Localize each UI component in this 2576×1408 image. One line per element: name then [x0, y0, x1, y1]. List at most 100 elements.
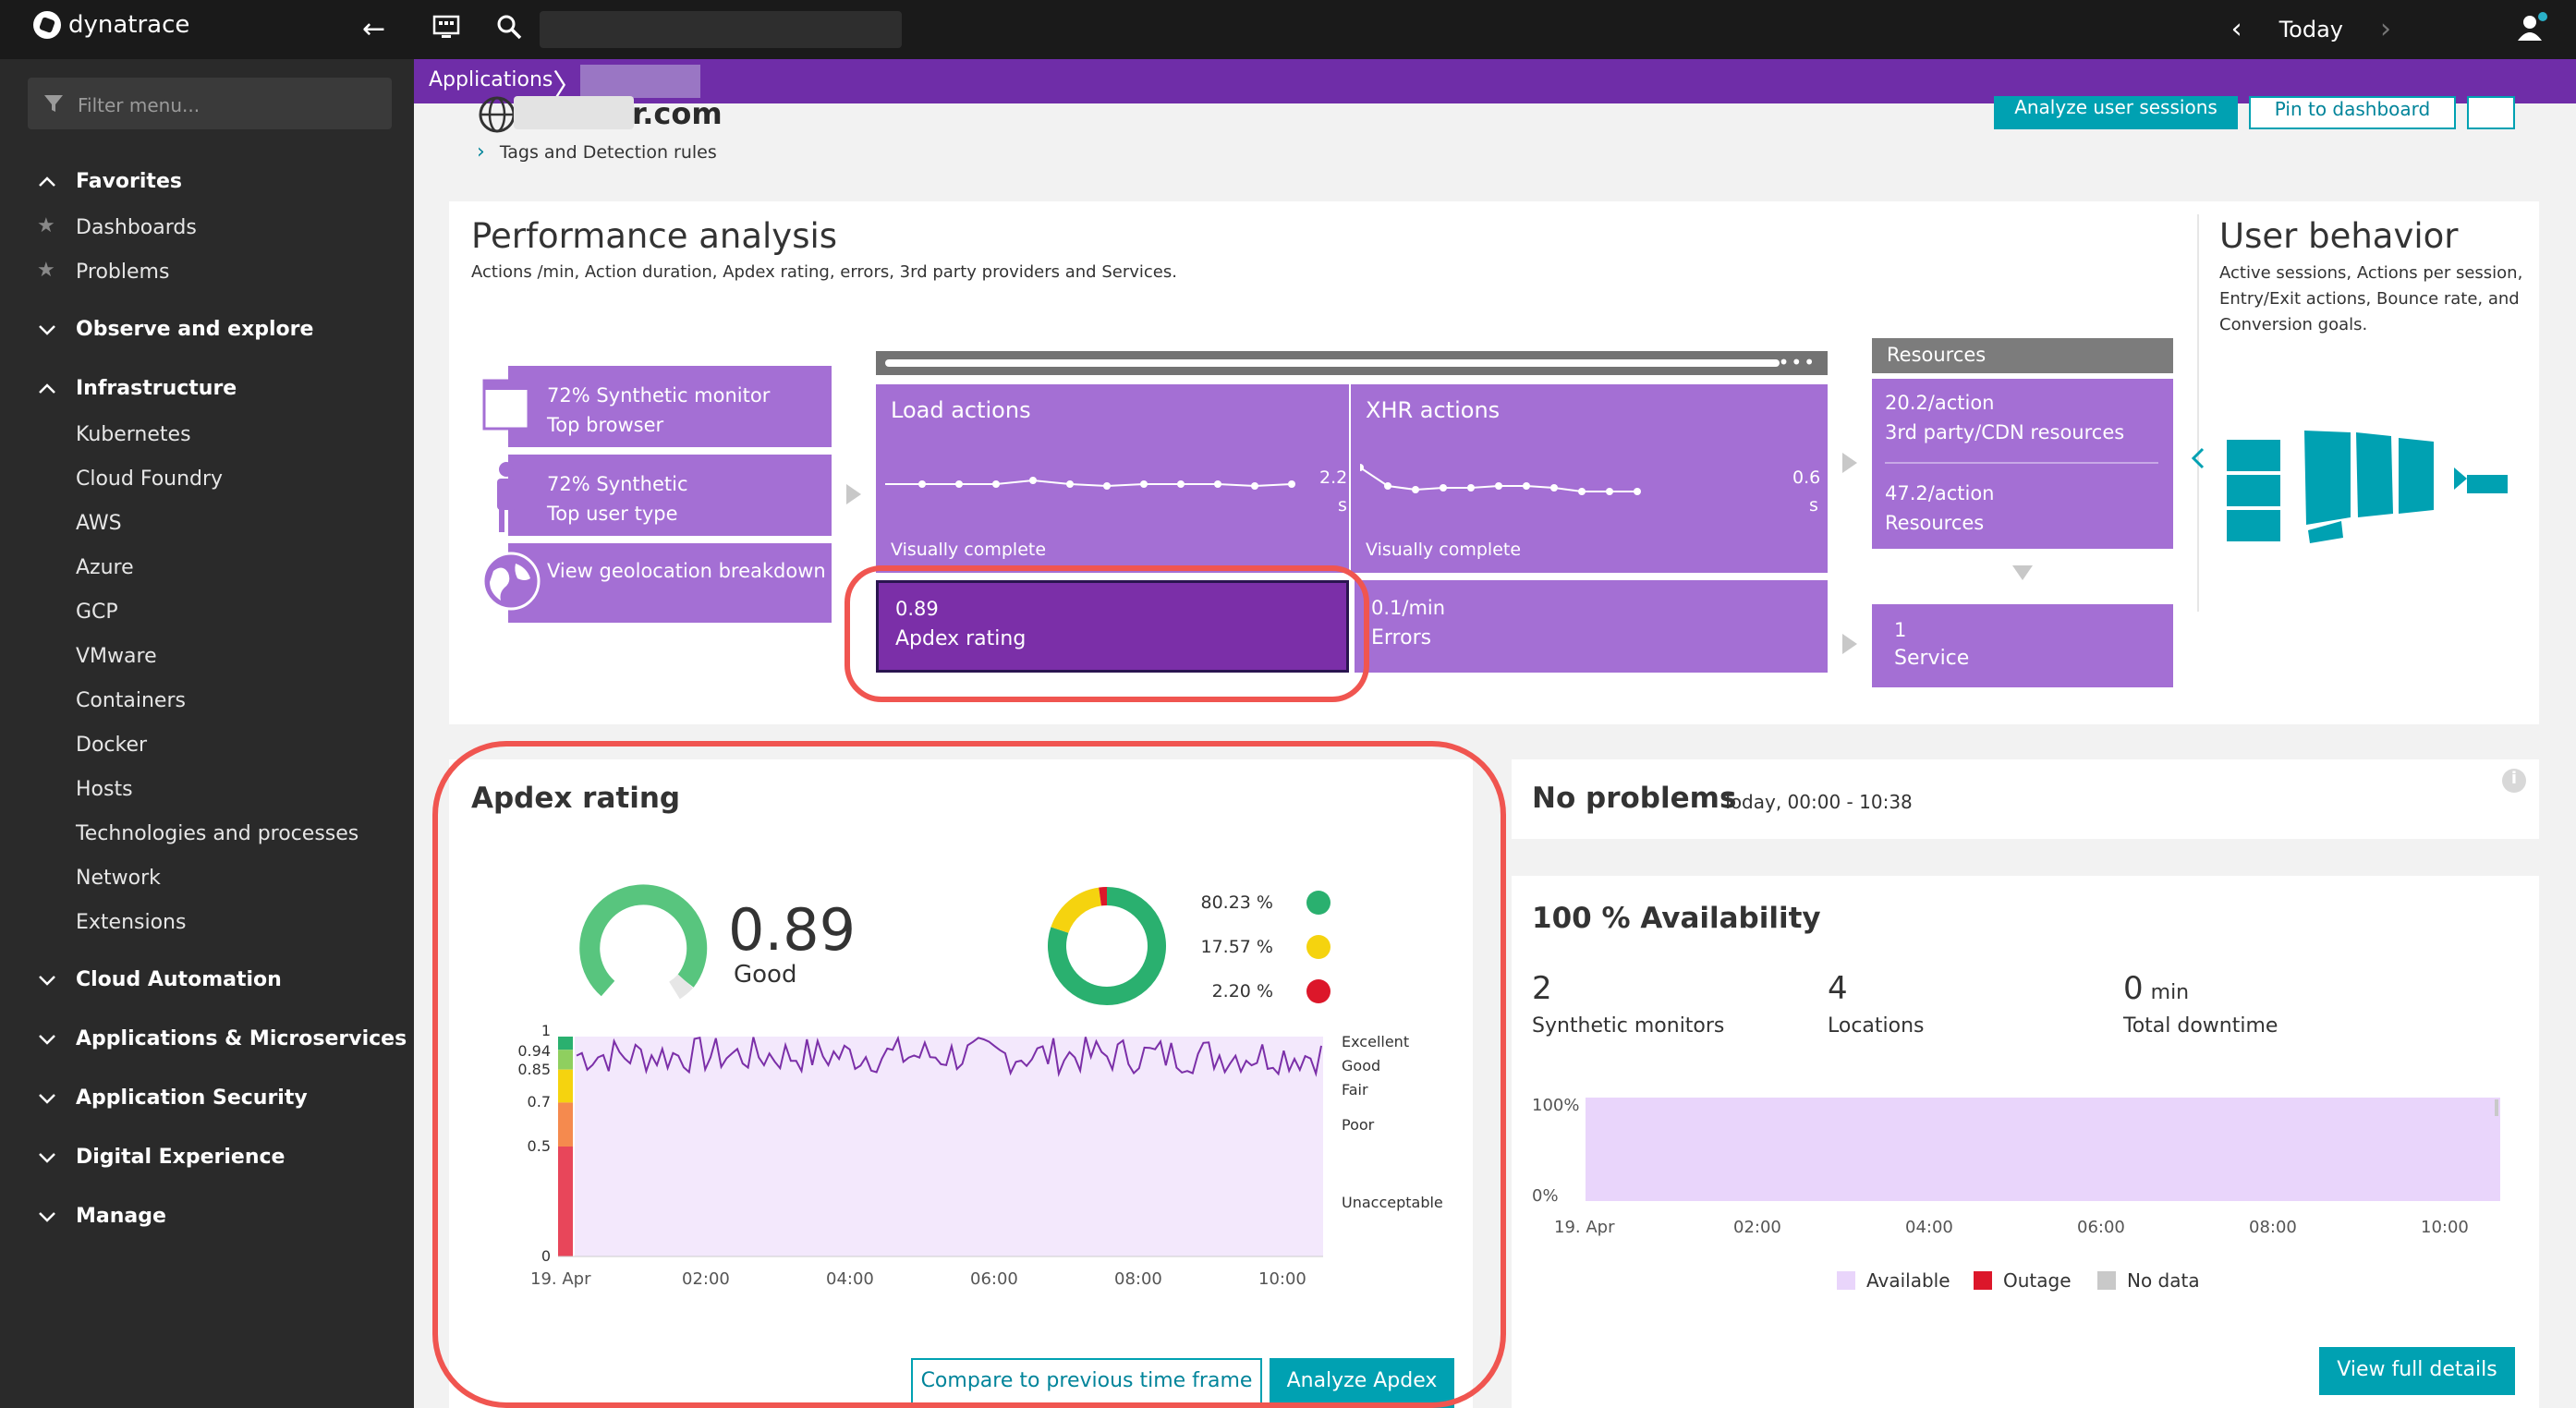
geolocation-tile[interactable]: View geolocation breakdown	[508, 543, 832, 623]
availability-stat-value: 0 min	[2123, 970, 2189, 1007]
sidebar-item-infrastructure[interactable]: Infrastructure	[76, 377, 237, 400]
third-party-value: 20.2/action	[1885, 392, 1995, 414]
sidebar-item-digital-experience[interactable]: Digital Experience	[76, 1146, 286, 1169]
sidebar-item-dashboards[interactable]: Dashboards	[76, 216, 197, 239]
sidebar-item-aws[interactable]: AWS	[76, 512, 122, 535]
sidebar-item-favorites[interactable]: Favorites	[76, 170, 182, 193]
synthetic-user-tile[interactable]: 72% Synthetic Top user type	[508, 455, 832, 536]
divider	[2197, 214, 2199, 612]
dynatrace-logo-icon	[33, 11, 61, 39]
sidebar-item-containers[interactable]: Containers	[76, 689, 186, 712]
browser-window-icon	[482, 379, 530, 431]
sidebar-item-kubernetes[interactable]: Kubernetes	[76, 423, 191, 446]
sidebar-item-cloud-automation[interactable]: Cloud Automation	[76, 968, 282, 991]
view-full-details-button[interactable]: View full details	[2319, 1347, 2515, 1395]
tags-link[interactable]: › Tags and Detection rules	[477, 140, 717, 164]
chevron-down-icon[interactable]	[37, 1207, 57, 1227]
performance-subtitle: Actions /min, Action duration, Apdex rat…	[471, 262, 1177, 282]
apdex-y-tick: 0	[541, 1247, 551, 1265]
sparkline-point	[1467, 484, 1475, 492]
availability-legend-item[interactable]: Outage	[1974, 1269, 2072, 1292]
sidebar-item-cloud-foundry[interactable]: Cloud Foundry	[76, 467, 224, 491]
chevron-up-icon[interactable]	[37, 379, 57, 399]
user-behavior-title[interactable]: User behavior	[2219, 216, 2459, 256]
errors-tile[interactable]: 0.1/min Errors	[1355, 580, 1828, 673]
service-tile[interactable]: 1 Service	[1872, 604, 2173, 687]
chevron-down-icon[interactable]	[37, 1029, 57, 1050]
breadcrumb-current-app[interactable]	[580, 65, 700, 98]
resources-header[interactable]: Resources	[1872, 338, 2173, 373]
info-icon[interactable]: i	[2502, 769, 2526, 793]
availability-chart[interactable]	[1586, 1098, 2500, 1201]
compare-previous-button[interactable]: Compare to previous time frame	[911, 1358, 1262, 1408]
sidebar-item-vmware[interactable]: VMware	[76, 645, 157, 668]
sidebar-item-observe-and-explore[interactable]: Observe and explore	[76, 318, 314, 341]
search-icon[interactable]	[495, 13, 523, 41]
sidebar-item-application-security[interactable]: Application Security	[76, 1086, 308, 1110]
more-dots-icon[interactable]: •••	[1778, 351, 1817, 373]
apdex-band	[558, 1037, 573, 1050]
breadcrumb-applications[interactable]: Applications	[429, 68, 553, 91]
chevron-up-icon[interactable]	[37, 172, 57, 192]
chevron-down-icon[interactable]	[37, 1147, 57, 1168]
search-input[interactable]	[540, 11, 902, 48]
sidebar-item-applications-microservices[interactable]: Applications & Microservices	[76, 1027, 407, 1050]
timeframe-selector[interactable]: Today	[2278, 16, 2343, 42]
sidebar-item-network[interactable]: Network	[76, 867, 161, 890]
collapse-sidebar-icon[interactable]: ←	[362, 13, 386, 45]
availability-stat-label: Locations	[1828, 1014, 1925, 1038]
load-actions-tile[interactable]: Load actions 2.2 s Visually complete	[876, 384, 1349, 573]
analyze-apdex-button[interactable]: Analyze Apdex	[1270, 1358, 1454, 1408]
sidebar-item-problems[interactable]: Problems	[76, 261, 170, 284]
timeline-scrollbar[interactable]: •••	[876, 351, 1828, 375]
sparkline-point	[1523, 482, 1530, 490]
apdex-y-tick: 0.94	[517, 1042, 551, 1061]
tolerating-face-icon	[1306, 935, 1331, 959]
analyze-user-sessions-button[interactable]: Analyze user sessions	[1994, 96, 2238, 129]
sidebar-item-extensions[interactable]: Extensions	[76, 911, 187, 934]
app-title: r.com	[632, 96, 723, 131]
apdex-band	[558, 1147, 573, 1256]
synthetic-browser-tile[interactable]: 72% Synthetic monitor Top browser	[508, 366, 832, 447]
apdex-timeline-chart[interactable]	[517, 1033, 1331, 1292]
sidebar-item-docker[interactable]: Docker	[76, 734, 148, 757]
star-icon: ★	[37, 259, 55, 282]
globe-icon	[481, 552, 541, 611]
sidebar-item-technologies-and-processes[interactable]: Technologies and processes	[76, 822, 359, 845]
star-icon: ★	[37, 214, 55, 237]
chevron-down-icon[interactable]	[37, 320, 57, 340]
sidebar-item-gcp[interactable]: GCP	[76, 601, 118, 624]
synthetic-browser-pct: 72% Synthetic monitor	[547, 384, 771, 407]
sidebar-item-manage[interactable]: Manage	[76, 1205, 166, 1228]
legend-label: Outage	[2003, 1269, 2072, 1292]
resources-tile[interactable]: 20.2/action 3rd party/CDN resources 47.2…	[1872, 379, 2173, 549]
dynatrace-logo[interactable]: dynatrace	[33, 11, 189, 39]
next-timeframe-icon[interactable]: ›	[2380, 13, 2391, 45]
apdex-x-tick: 04:00	[826, 1269, 874, 1289]
monitor-icon[interactable]	[432, 15, 460, 41]
xhr-actions-tile[interactable]: XHR actions 0.6 s Visually complete	[1349, 384, 1828, 573]
chevron-down-icon[interactable]	[37, 970, 57, 990]
apdex-rating-tile[interactable]: 0.89 Apdex rating	[876, 580, 1349, 673]
apdex-legend-item: Fair	[1342, 1081, 1368, 1098]
donut-slice-satisfied	[1048, 887, 1166, 1005]
resources-label: Resources	[1885, 512, 1985, 534]
chevron-down-icon[interactable]	[37, 1088, 57, 1109]
user-behavior-funnel-icon[interactable]	[2184, 421, 2526, 551]
pin-to-dashboard-button[interactable]: Pin to dashboard	[2249, 96, 2456, 129]
apdex-donut	[1048, 887, 1166, 1005]
availability-legend-item[interactable]: No data	[2097, 1269, 2200, 1292]
user-icon[interactable]	[2513, 9, 2550, 46]
availability-stat-number: 4	[1828, 970, 1848, 1007]
filter-menu-input[interactable]: Filter menu...	[28, 78, 392, 129]
previous-timeframe-icon[interactable]: ‹	[2230, 13, 2242, 45]
sidebar-item-hosts[interactable]: Hosts	[76, 778, 133, 801]
sidebar-item-azure[interactable]: Azure	[76, 556, 134, 579]
more-button[interactable]	[2467, 96, 2515, 129]
geolocation-label: View geolocation breakdown	[547, 560, 826, 582]
availability-legend-item[interactable]: Available	[1837, 1269, 1950, 1292]
sparkline-point	[1634, 488, 1641, 495]
availability-x-tick: 04:00	[1905, 1218, 1953, 1237]
sparkline-point	[1103, 482, 1111, 490]
problems-title[interactable]: No problems	[1532, 782, 1737, 815]
